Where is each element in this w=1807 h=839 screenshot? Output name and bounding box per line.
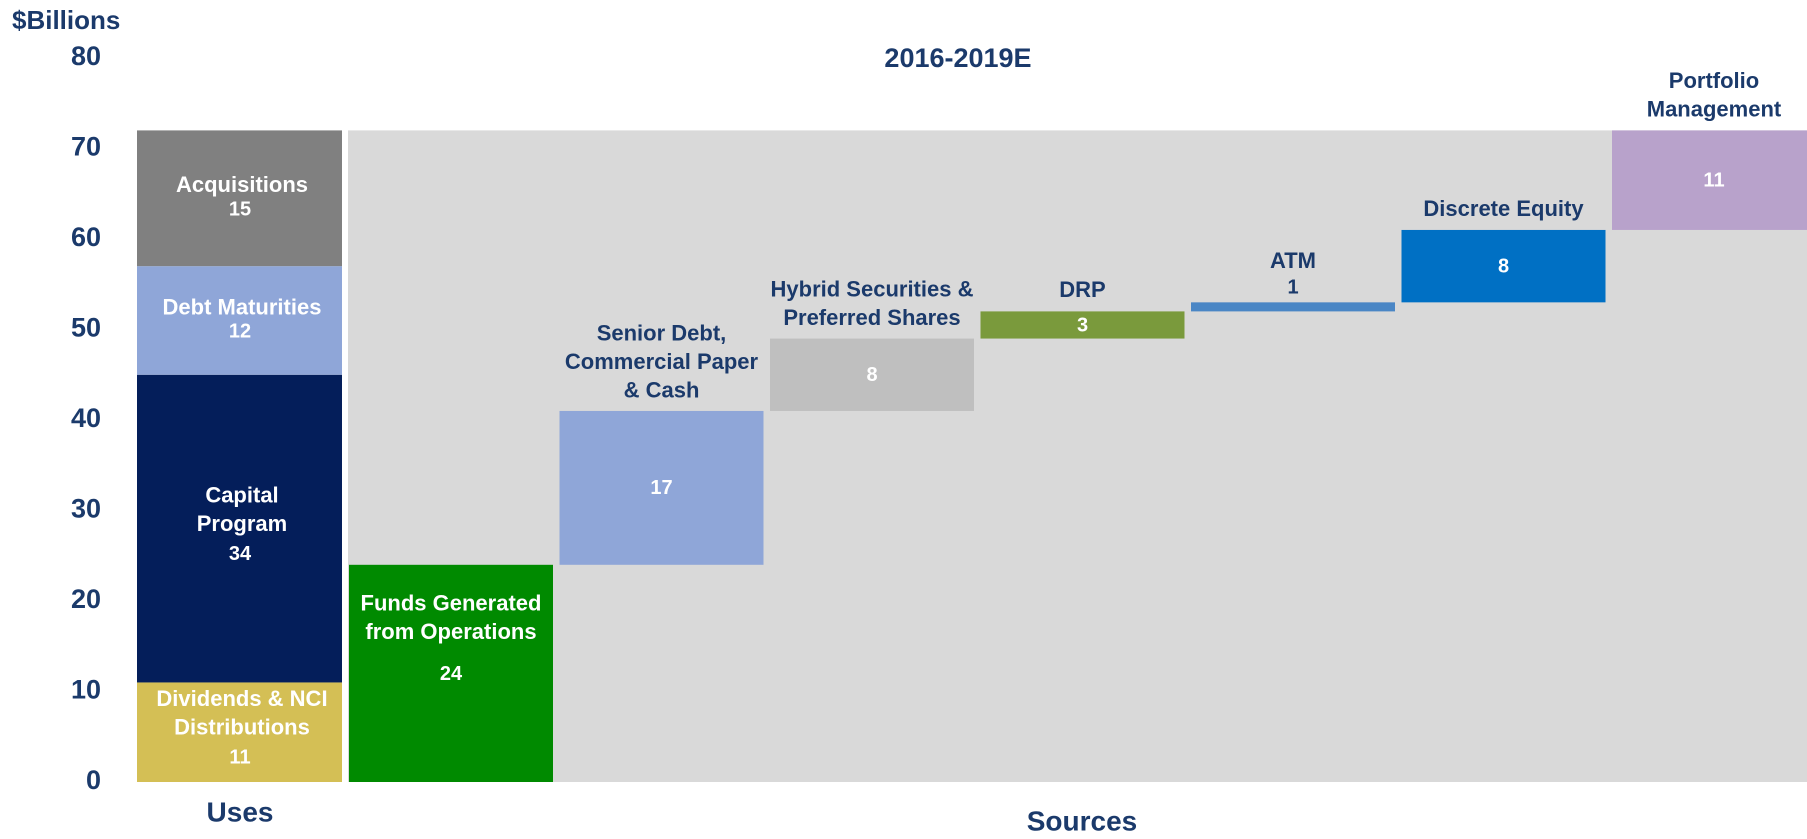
segment-value: 12 (229, 321, 251, 343)
x-axis-label: Uses (207, 796, 274, 827)
category-label: ATM (1270, 248, 1316, 273)
value-label: 17 (650, 477, 672, 499)
segment-name: Acquisitions (176, 172, 308, 197)
y-tick-label: 10 (71, 675, 101, 705)
y-tick-label: 40 (71, 403, 101, 433)
y-tick-label: 20 (71, 584, 101, 614)
y-tick-label: 60 (71, 222, 101, 252)
waterfall-bar (1401, 229, 1606, 303)
bar-segment (137, 374, 342, 683)
bar-segment (137, 130, 342, 267)
y-tick-label: 80 (71, 41, 101, 71)
value-label: 11 (1703, 169, 1724, 191)
category-label: DRP (1059, 277, 1105, 302)
value-label: 1 (1287, 277, 1298, 299)
value-label: 3 (1077, 314, 1088, 336)
category-label: Funds Generated from Operations (361, 590, 542, 644)
segment-name: Debt Maturities (163, 294, 322, 319)
waterfall-bar (559, 410, 764, 565)
chart-title: 2016-2019E (884, 43, 1031, 73)
segment-value: 11 (229, 747, 250, 769)
x-axis-label: Sources (1027, 805, 1138, 836)
category-label: Discrete Equity (1423, 196, 1584, 221)
waterfall-bar (770, 338, 974, 411)
category-label: Portfolio Management (1647, 68, 1782, 122)
waterfall-bar (980, 311, 1185, 339)
category-label: Hybrid Securities & Preferred Shares (771, 276, 974, 330)
bar-segment (137, 266, 342, 375)
value-label: 8 (1498, 255, 1509, 277)
value-label: 8 (866, 364, 877, 386)
y-tick-label: 70 (71, 132, 101, 162)
segment-value: 34 (229, 543, 252, 565)
y-tick-label: 0 (86, 765, 101, 795)
waterfall-bar (1191, 302, 1395, 312)
y-tick-label: 30 (71, 494, 101, 524)
bar-segment (137, 682, 342, 782)
segment-name: Dividends & NCI Distributions (156, 686, 327, 740)
y-axis-label: $Billions (12, 5, 120, 35)
value-label: 24 (440, 663, 463, 685)
segment-name: Capital Program (197, 482, 287, 536)
waterfall-bar (349, 564, 553, 782)
y-tick-label: 50 (71, 313, 101, 343)
segment-value: 15 (229, 199, 251, 221)
waterfall-bar (1612, 130, 1807, 230)
category-label: Senior Debt, Commercial Paper & Cash (565, 320, 759, 402)
